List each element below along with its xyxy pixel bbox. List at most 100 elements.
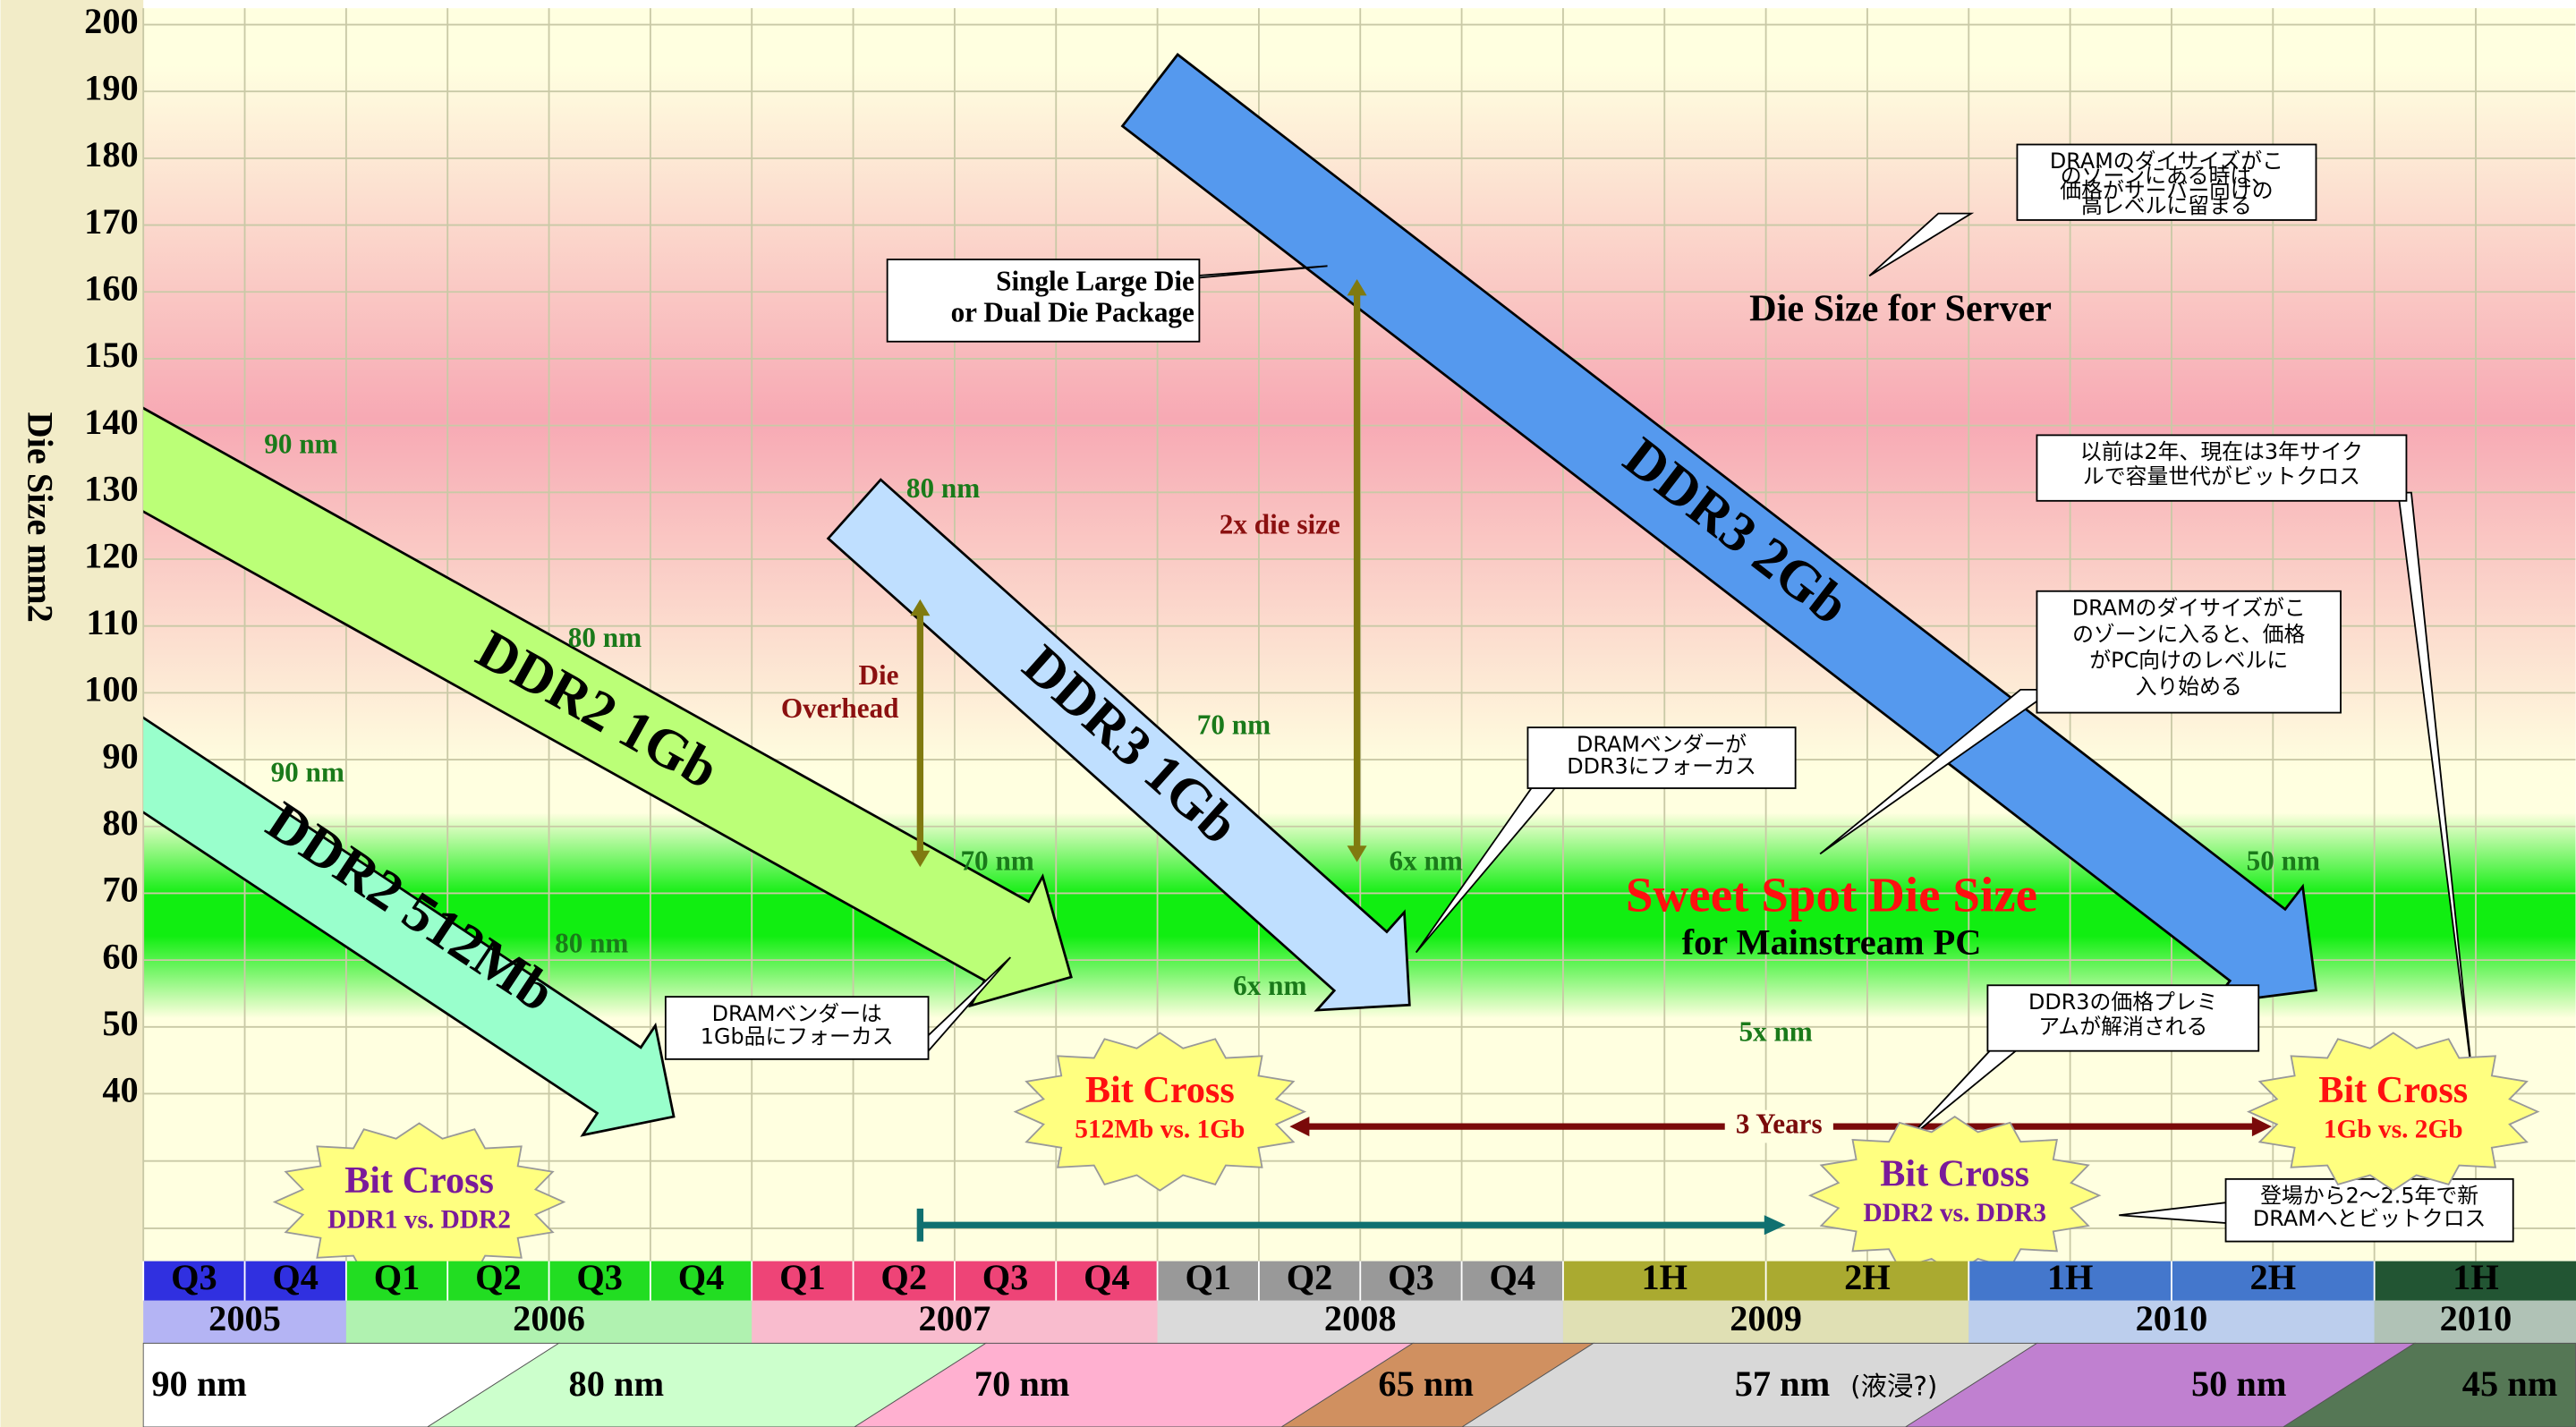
y-tick-label: 160 bbox=[84, 268, 139, 309]
callout-text: DRAMへとビットクロス bbox=[2253, 1206, 2487, 1231]
process-label: 90 nm bbox=[271, 756, 344, 787]
period-label: Q4 bbox=[272, 1257, 319, 1297]
callout-box bbox=[1986, 984, 2260, 1052]
bit-cross-star bbox=[1013, 1032, 1307, 1192]
callout-tail bbox=[1868, 212, 1975, 277]
process-label: 6x nm bbox=[1233, 970, 1306, 1001]
process-label: 90 nm bbox=[264, 428, 337, 459]
callout-text: のゾーンにある時は、 bbox=[2061, 164, 2273, 189]
arrow-head bbox=[2251, 1117, 2272, 1137]
y-tick-label: 90 bbox=[102, 735, 138, 776]
year-label: 2005 bbox=[208, 1298, 281, 1338]
bit-cross-star bbox=[1807, 1115, 2102, 1276]
y-tick-label: 120 bbox=[84, 535, 139, 575]
bit-cross-sub: DDR2 vs. DDR3 bbox=[1863, 1199, 2046, 1227]
year-cell bbox=[345, 1300, 752, 1344]
product-arrow bbox=[826, 478, 1411, 1012]
annotation: Single Large Die bbox=[996, 266, 1194, 297]
node-label: 70 nm bbox=[974, 1363, 1070, 1404]
year-label: 2007 bbox=[919, 1298, 991, 1338]
node-label: 50 nm bbox=[2191, 1363, 2287, 1404]
process-label: 70 nm bbox=[960, 845, 1033, 877]
callout-text: 1Gb品にフォーカス bbox=[701, 1024, 894, 1049]
callout-text: DRAMベンダーは bbox=[712, 1001, 882, 1026]
y-tick-label: 140 bbox=[84, 402, 139, 442]
callout-text: 登場から2～2.5年で新 bbox=[2260, 1184, 2478, 1209]
year-cell bbox=[143, 1300, 346, 1344]
y-tick-label: 150 bbox=[84, 335, 139, 375]
callout-box bbox=[2036, 590, 2342, 714]
zone-label: Die Size for Server bbox=[1749, 287, 2052, 329]
callout-box bbox=[2224, 1177, 2514, 1243]
arrow-head bbox=[910, 850, 931, 868]
year-label: 2010 bbox=[2136, 1298, 2208, 1338]
period-label: Q4 bbox=[1084, 1257, 1130, 1297]
process-label: 80 nm bbox=[555, 927, 628, 958]
year-label: 2009 bbox=[1730, 1298, 1802, 1338]
bit-cross-sub: DDR1 vs. DDR2 bbox=[327, 1205, 511, 1234]
year-label: 2008 bbox=[1324, 1298, 1397, 1338]
node-label: 57 nm bbox=[1735, 1363, 1831, 1404]
node-band bbox=[2282, 1342, 2576, 1427]
node-label: 80 nm bbox=[569, 1363, 665, 1404]
node-band bbox=[1280, 1342, 1595, 1427]
y-tick-label: 200 bbox=[84, 1, 139, 41]
y-tick-label: 60 bbox=[102, 936, 138, 976]
node-label: 90 nm bbox=[151, 1363, 247, 1404]
node-note: (液浸?) bbox=[1850, 1371, 1937, 1401]
node-label: 45 nm bbox=[2462, 1363, 2558, 1404]
y-tick-label: 100 bbox=[84, 669, 139, 709]
period-label: 2H bbox=[1844, 1257, 1891, 1297]
callout-text: DDR3にフォーカス bbox=[1567, 754, 1756, 779]
year-cell bbox=[345, 1300, 752, 1344]
annotation: or Dual Die Package bbox=[951, 297, 1194, 328]
y-tick-label: 70 bbox=[102, 870, 138, 910]
node-label: 65 nm bbox=[1378, 1363, 1474, 1404]
year-cell bbox=[1562, 1300, 1969, 1344]
year-cell bbox=[752, 1300, 1158, 1344]
year-label: 2006 bbox=[513, 1298, 585, 1338]
period-label: Q3 bbox=[1388, 1257, 1434, 1297]
axis-label: Die Size mm2 bbox=[21, 412, 61, 622]
year-cell bbox=[143, 1300, 346, 1344]
year-cell bbox=[1968, 1300, 2375, 1344]
bit-cross-title: Bit Cross bbox=[344, 1159, 494, 1202]
period-label: 1H bbox=[1641, 1257, 1688, 1297]
year-cell bbox=[1968, 1300, 2375, 1344]
arrow-head bbox=[1347, 845, 1367, 862]
node-band bbox=[142, 1342, 561, 1427]
period-label: 1H bbox=[2047, 1257, 2094, 1297]
callout-text: のゾーンに入ると、価格 bbox=[2072, 622, 2305, 647]
period-label: Q2 bbox=[1287, 1257, 1333, 1297]
callout-text: DRAMのダイサイズがこ bbox=[2050, 149, 2283, 174]
bit-cross-sub: 512Mb vs. 1Gb bbox=[1075, 1115, 1245, 1143]
bit-cross-star bbox=[2246, 1032, 2540, 1192]
year-cell bbox=[2374, 1300, 2576, 1344]
y-tick-label: 130 bbox=[84, 469, 139, 509]
zone-label: for Mainstream PC bbox=[1682, 922, 1982, 962]
node-band bbox=[1904, 1342, 2417, 1427]
year-label: 2010 bbox=[2440, 1298, 2512, 1338]
y-tick-label: 110 bbox=[86, 602, 138, 642]
callout-text: ルで容量世代がビットクロス bbox=[2083, 464, 2360, 489]
period-label: Q4 bbox=[1489, 1257, 1535, 1297]
year-cell bbox=[752, 1300, 1158, 1344]
period-label: Q3 bbox=[171, 1257, 217, 1297]
year-cell bbox=[1157, 1300, 1563, 1344]
callout-text: がPC向けのレベルに bbox=[2089, 648, 2288, 673]
period-label: Q1 bbox=[779, 1257, 826, 1297]
annotation: Overhead bbox=[781, 692, 899, 724]
callout-text: アムが解消される bbox=[2038, 1014, 2207, 1039]
period-label: 1H bbox=[2453, 1257, 2499, 1297]
arrow-head bbox=[1764, 1215, 1786, 1236]
period-label: Q2 bbox=[475, 1257, 522, 1297]
y-tick-label: 180 bbox=[84, 134, 139, 174]
period-label: Q4 bbox=[678, 1257, 725, 1297]
product-arrow bbox=[143, 716, 676, 1137]
callout-box bbox=[1526, 726, 1797, 789]
label-bg bbox=[1724, 1109, 1833, 1143]
process-label: 80 nm bbox=[568, 622, 642, 653]
callout-box bbox=[2036, 434, 2408, 502]
callout-text: DRAMのダイサイズがこ bbox=[2072, 595, 2306, 620]
